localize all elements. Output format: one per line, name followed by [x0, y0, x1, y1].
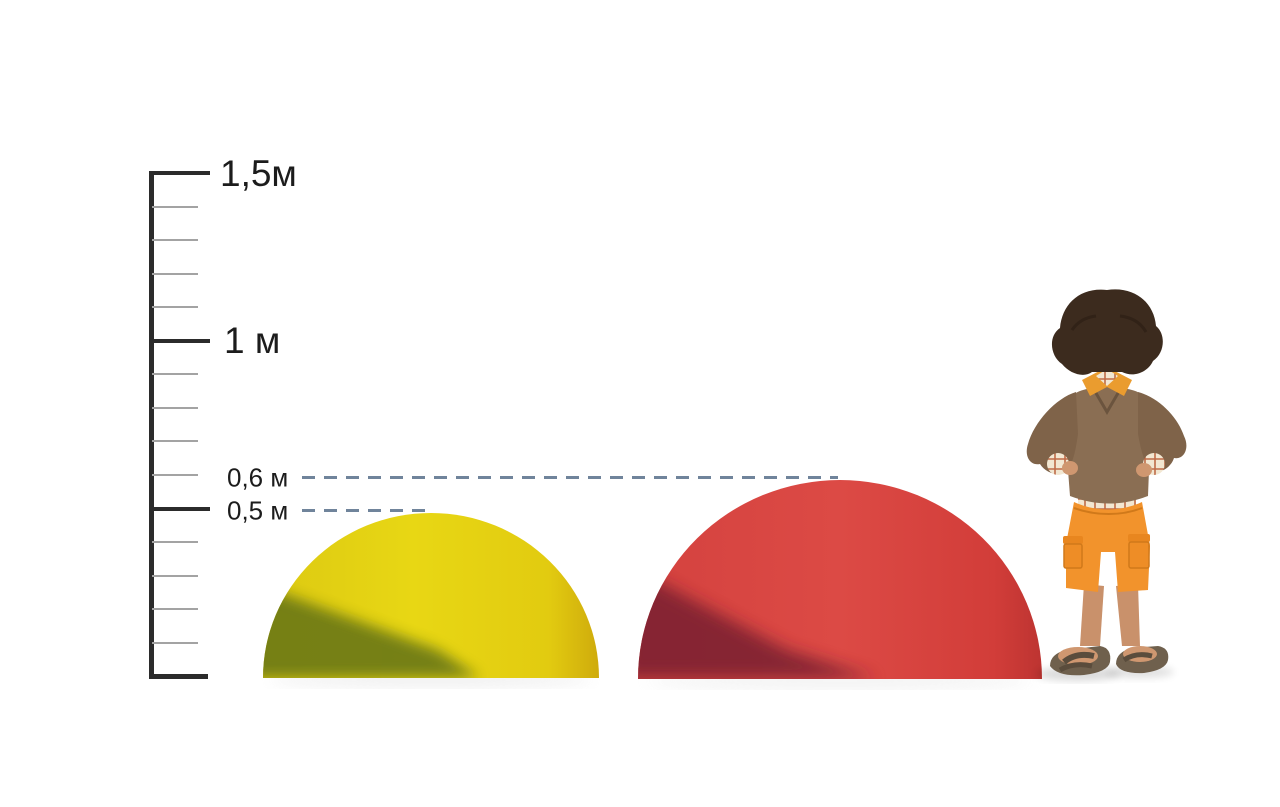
ruler-baseline — [150, 674, 208, 679]
ruler-minor-tick — [152, 575, 198, 577]
annotation-label-0-6m: 0,6 м — [227, 462, 289, 493]
ruler-major-tick — [150, 339, 210, 343]
ruler-major-tick — [150, 507, 210, 511]
child-jacket — [1066, 387, 1150, 504]
ruler-minor-tick — [152, 306, 198, 308]
ruler-minor-tick — [152, 407, 198, 409]
ruler-major-tick — [150, 171, 210, 175]
child-hair — [1051, 289, 1163, 375]
ruler-minor-tick — [152, 474, 198, 476]
dashed-leader-line-0-6m — [302, 476, 838, 479]
child-figure — [1026, 289, 1187, 681]
ruler-minor-tick — [152, 206, 198, 208]
child-sandals — [1050, 646, 1169, 676]
ruler-minor-tick — [152, 273, 198, 275]
scale-label-1m: 1 м — [224, 319, 281, 361]
ruler-minor-tick — [152, 373, 198, 375]
scale-label-1-5m: 1,5м — [220, 152, 297, 194]
ruler-minor-tick — [152, 608, 198, 610]
child-right-leg — [1116, 584, 1140, 646]
annotation-label-0-5m: 0,5 м — [227, 495, 289, 526]
child-shorts — [1063, 502, 1150, 592]
ruler-minor-tick — [152, 642, 198, 644]
child-left-leg — [1080, 584, 1104, 646]
ruler-minor-tick — [152, 541, 198, 543]
ruler-vertical-line — [149, 171, 154, 679]
dashed-leader-line-0-5m — [302, 509, 433, 512]
ruler-minor-tick — [152, 239, 198, 241]
child-left-arm — [1026, 392, 1078, 475]
child-right-arm — [1138, 392, 1187, 472]
ruler-minor-tick — [152, 440, 198, 442]
yellow-hemisphere — [263, 513, 599, 686]
red-hemisphere — [638, 480, 1042, 687]
